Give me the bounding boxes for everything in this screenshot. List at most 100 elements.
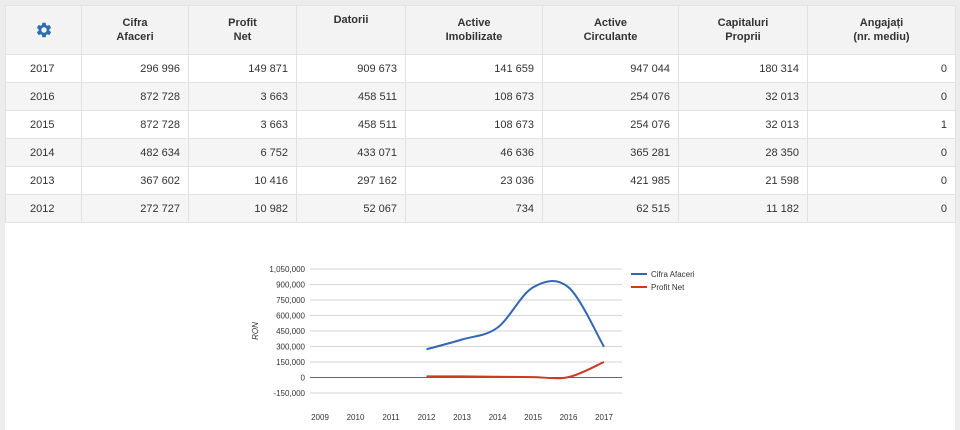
header-line-2: Imobilizate bbox=[445, 31, 503, 43]
value-cell: 0 bbox=[807, 54, 956, 83]
value-cell: 1 bbox=[807, 110, 956, 139]
series-line-profit-net bbox=[426, 361, 605, 380]
value-cell: 482 634 bbox=[81, 138, 189, 167]
header-line-1: Profit bbox=[228, 17, 257, 29]
header-active-imobilizate: Active Imobilizate bbox=[405, 5, 543, 55]
y-tick-label: 900,000 bbox=[276, 281, 305, 290]
value-cell: 254 076 bbox=[542, 82, 679, 111]
value-cell: 734 bbox=[405, 194, 543, 223]
value-cell: 872 728 bbox=[81, 82, 189, 111]
header-capitaluri-proprii: Capitaluri Proprii bbox=[678, 5, 808, 55]
header-datorii: Datorii bbox=[296, 5, 406, 55]
header-active-circulante: Active Circulante bbox=[542, 5, 679, 55]
table-row: 2013 367 602 10 416 297 162 23 036 421 985 21 … bbox=[5, 166, 956, 195]
value-cell: 108 673 bbox=[405, 82, 543, 111]
value-cell: 296 996 bbox=[81, 54, 189, 83]
header-line-1: Active bbox=[593, 17, 628, 29]
y-tick-label: 150,000 bbox=[276, 358, 305, 367]
header-profit-net: Profit Net bbox=[188, 5, 297, 55]
value-cell: 458 511 bbox=[296, 110, 406, 139]
value-cell: 909 673 bbox=[296, 54, 406, 83]
value-cell: 0 bbox=[807, 138, 956, 167]
value-cell: 0 bbox=[807, 166, 956, 195]
header-line-1: Datorii bbox=[333, 14, 369, 26]
y-axis-title: RON bbox=[251, 322, 260, 340]
x-tick-label: 2010 bbox=[347, 413, 365, 422]
y-tick-label: 600,000 bbox=[276, 312, 305, 321]
value-cell: 3 663 bbox=[188, 110, 297, 139]
header-cifra-afaceri: Cifra Afaceri bbox=[81, 5, 189, 55]
header-line-2: Proprii bbox=[725, 31, 761, 43]
x-tick-label: 2016 bbox=[560, 413, 578, 422]
value-cell: 11 182 bbox=[678, 194, 808, 223]
header-line-1: Active bbox=[457, 17, 491, 29]
value-cell: 365 281 bbox=[542, 138, 679, 167]
value-cell: 0 bbox=[807, 82, 956, 111]
value-cell: 297 162 bbox=[296, 166, 406, 195]
financials-line-chart: 1,050,000 900,000 750,000 600,000 450,000 300… bbox=[5, 220, 955, 430]
table-row: 2015 872 728 3 663 458 511 108 673 254 076 32 … bbox=[5, 110, 956, 139]
company-financials-panel: Cifra Afaceri Profit Net Datorii Active Imo… bbox=[5, 5, 956, 430]
value-cell: 32 013 bbox=[678, 82, 808, 111]
value-cell: 3 663 bbox=[188, 82, 297, 111]
table-row: 2012 272 727 10 982 52 067 734 62 515 11 182 0 bbox=[5, 194, 956, 223]
header-line-1: Cifra bbox=[122, 17, 148, 29]
value-cell: 28 350 bbox=[678, 138, 808, 167]
value-cell: 272 727 bbox=[81, 194, 189, 223]
value-cell: 52 067 bbox=[296, 194, 406, 223]
value-cell: 21 598 bbox=[678, 166, 808, 195]
financials-table: Cifra Afaceri Profit Net Datorii Active Imo… bbox=[5, 5, 956, 223]
value-cell: 6 752 bbox=[188, 138, 297, 167]
y-tick-label: 300,000 bbox=[276, 343, 305, 352]
table-row: 2017 296 996 149 871 909 673 141 659 947 044 1… bbox=[5, 54, 956, 83]
header-line-1: Angajați bbox=[859, 17, 904, 29]
x-tick-label: 2012 bbox=[418, 413, 436, 422]
settings-header-cell bbox=[5, 5, 82, 55]
value-cell: 23 036 bbox=[405, 166, 543, 195]
y-tick-label: 450,000 bbox=[276, 327, 305, 336]
value-cell: 254 076 bbox=[542, 110, 679, 139]
value-cell: 0 bbox=[807, 194, 956, 223]
value-cell: 10 416 bbox=[188, 166, 297, 195]
chart-svg: 1,050,000 900,000 750,000 600,000 450,000 300… bbox=[251, 265, 695, 422]
value-cell: 433 071 bbox=[296, 138, 406, 167]
table-row: 2016 872 728 3 663 458 511 108 673 254 076 32 … bbox=[5, 82, 956, 111]
value-cell: 62 515 bbox=[542, 194, 679, 223]
legend-label: Profit Net bbox=[651, 283, 685, 292]
year-cell: 2015 bbox=[5, 110, 82, 139]
year-cell: 2017 bbox=[5, 54, 82, 83]
series-line-cifra-afaceri bbox=[426, 280, 605, 351]
header-line-2: Afaceri bbox=[116, 31, 154, 43]
header-line-2: Net bbox=[233, 31, 252, 43]
table-row: 2014 482 634 6 752 433 071 46 636 365 281 28 3… bbox=[5, 138, 956, 167]
year-cell: 2013 bbox=[5, 166, 82, 195]
x-tick-label: 2009 bbox=[311, 413, 329, 422]
value-cell: 32 013 bbox=[678, 110, 808, 139]
value-cell: 421 985 bbox=[542, 166, 679, 195]
value-cell: 367 602 bbox=[81, 166, 189, 195]
value-cell: 180 314 bbox=[678, 54, 808, 83]
y-tick-label: -150,000 bbox=[273, 389, 305, 398]
header-line-2: Circulante bbox=[583, 31, 638, 43]
y-tick-label: 750,000 bbox=[276, 296, 305, 305]
gear-icon[interactable] bbox=[35, 21, 53, 39]
x-tick-label: 2011 bbox=[382, 413, 400, 422]
y-tick-label: 0 bbox=[301, 374, 306, 383]
x-tick-label: 2013 bbox=[453, 413, 471, 422]
legend-label: Cifra Afaceri bbox=[651, 270, 695, 279]
year-cell: 2014 bbox=[5, 138, 82, 167]
y-tick-label: 1,050,000 bbox=[269, 265, 305, 274]
value-cell: 10 982 bbox=[188, 194, 297, 223]
x-tick-label: 2015 bbox=[524, 413, 542, 422]
value-cell: 458 511 bbox=[296, 82, 406, 111]
header-line-1: Capitaluri bbox=[717, 17, 769, 29]
header-angajati: Angajați (nr. mediu) bbox=[807, 5, 956, 55]
header-line-2: (nr. mediu) bbox=[853, 31, 910, 43]
year-cell: 2016 bbox=[5, 82, 82, 111]
value-cell: 141 659 bbox=[405, 54, 543, 83]
value-cell: 149 871 bbox=[188, 54, 297, 83]
x-tick-label: 2014 bbox=[489, 413, 507, 422]
year-cell: 2012 bbox=[5, 194, 82, 223]
x-tick-label: 2017 bbox=[595, 413, 613, 422]
table-header-row: Cifra Afaceri Profit Net Datorii Active Imo… bbox=[5, 5, 956, 55]
